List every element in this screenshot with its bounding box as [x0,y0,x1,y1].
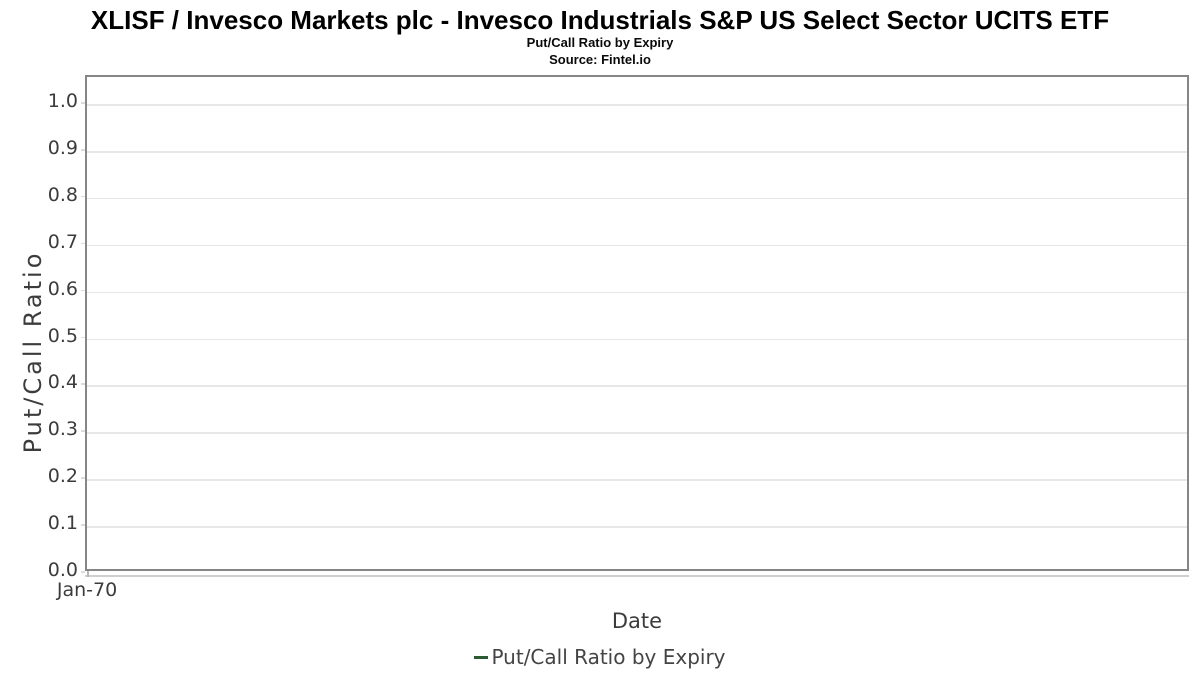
y-tick-label: 0.5 [47,324,78,347]
x-tick-mark [87,571,89,577]
y-tick-mark [81,242,85,245]
y-tick-label: 0.4 [47,371,78,394]
y-tick-label: 0.1 [47,512,78,535]
y-tick-mark [81,524,85,526]
gridline [87,104,1187,106]
y-tick-label: 0.8 [47,184,78,207]
x-axis-label: Date [611,609,663,633]
chart-title: XLISF / Invesco Markets plc - Invesco In… [90,5,1110,35]
y-tick-mark [81,571,85,573]
gridline [87,197,1187,200]
y-tick-label: 1.0 [47,90,78,113]
y-tick-mark [81,195,85,198]
y-tick-mark [81,383,85,385]
legend-line-marker [474,655,489,659]
y-tick-mark [81,336,85,339]
y-tick-mark [81,289,85,292]
x-tick-label: Jan-70 [56,579,118,601]
y-tick-label: 0.2 [47,465,78,488]
chart-source: Source: Fintel.io [549,52,651,67]
gridline [87,432,1187,434]
plot-area [85,75,1189,571]
y-tick-label: 0.0 [47,559,78,582]
gridline [87,526,1187,528]
gridline [87,479,1187,481]
y-tick-label: 0.6 [47,277,78,300]
x-axis-line [85,575,1189,577]
y-tick-mark [81,477,85,479]
legend-label: Put/Call Ratio by Expiry [491,645,726,669]
y-tick-label: 0.9 [47,137,78,160]
gridline [87,291,1187,294]
gridline [87,244,1187,247]
chart-subtitle: Put/Call Ratio by Expiry [526,35,674,50]
y-tick-mark [81,149,85,151]
y-tick-mark [81,102,85,104]
y-tick-mark [81,430,85,432]
y-tick-label: 0.7 [47,230,78,253]
gridline [87,385,1187,387]
legend: Put/Call Ratio by Expiry [0,645,1200,669]
gridline [87,338,1187,341]
gridline [87,151,1187,153]
y-tick-label: 0.3 [47,418,78,441]
